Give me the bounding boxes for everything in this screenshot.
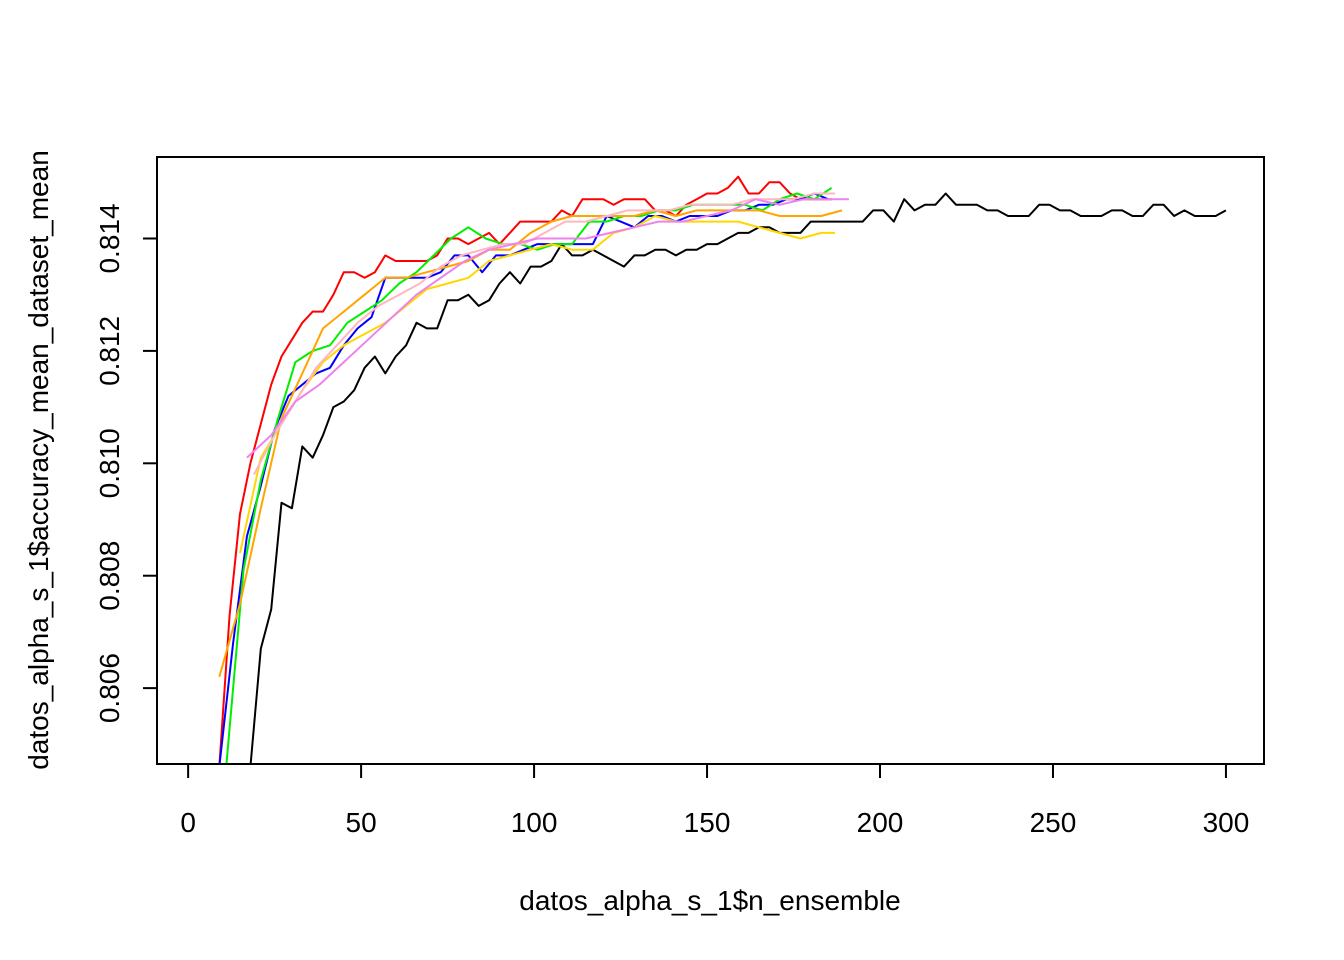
x-tick-label: 50 (346, 807, 377, 838)
plot-frame (156, 156, 1265, 765)
y-tick-label: 0.810 (94, 428, 125, 498)
y-tick-label: 0.814 (94, 203, 125, 273)
x-tick-label: 250 (1030, 807, 1077, 838)
series-line-7 (253, 192, 835, 476)
series-line-5 (218, 209, 843, 678)
y-tick-label: 0.806 (94, 653, 125, 723)
x-tick-label: 300 (1203, 807, 1250, 838)
series-layer (218, 175, 1227, 764)
y-axis-label: datos_alpha_s_1$accuracy_mean_dataset_me… (23, 150, 54, 770)
series-line-2 (218, 175, 832, 764)
y-tick-label: 0.808 (94, 541, 125, 611)
y-axis: 0.806 0.808 0.810 0.812 0.814 (94, 203, 158, 723)
series-line-6 (239, 215, 835, 554)
x-tick-label: 100 (511, 807, 558, 838)
y-tick-label: 0.812 (94, 316, 125, 386)
series-line-4 (225, 187, 833, 764)
x-axis: 0 50 100 150 200 250 300 (180, 763, 1250, 838)
x-tick-label: 200 (857, 807, 904, 838)
x-tick-label: 0 (180, 807, 196, 838)
series-line-1 (249, 192, 1227, 764)
x-axis-label: datos_alpha_s_1$n_ensemble (519, 885, 900, 916)
x-tick-label: 150 (684, 807, 731, 838)
series-line-8 (246, 198, 849, 459)
